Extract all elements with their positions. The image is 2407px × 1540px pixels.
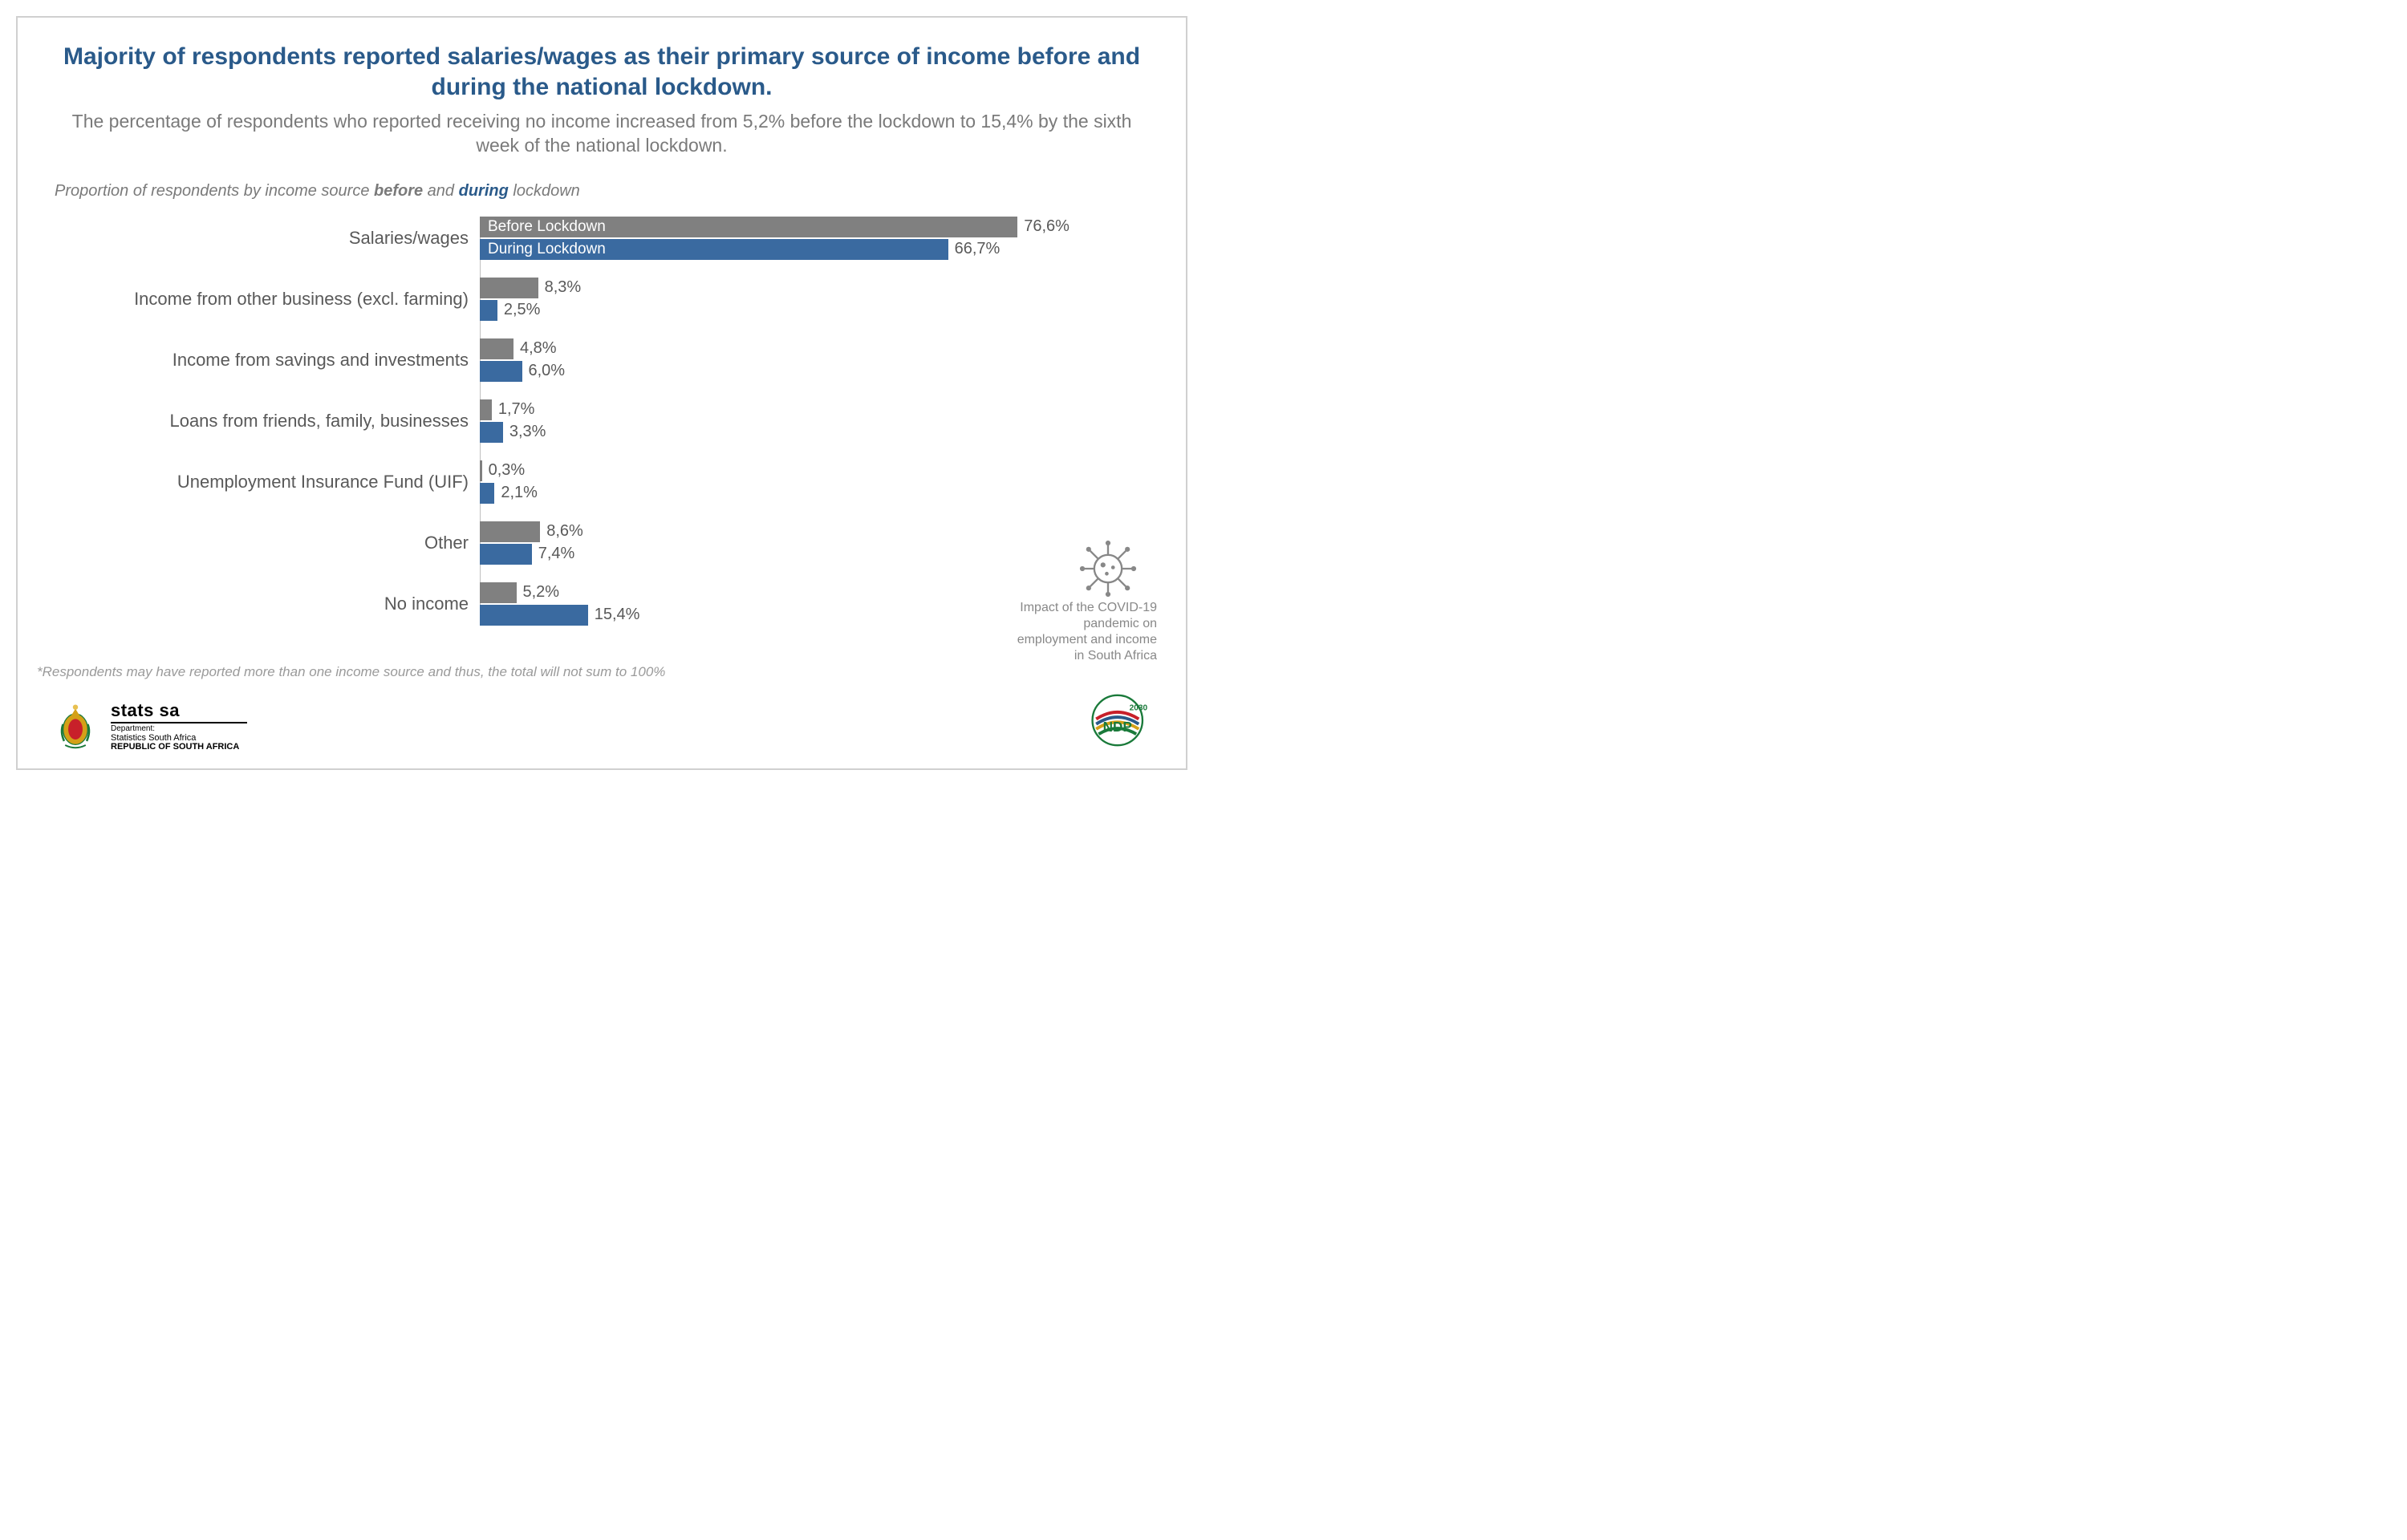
stats-sa-title: stats sa [111,701,247,719]
bar-before [480,278,538,298]
chart-row: Salaries/wagesBefore Lockdown 76,6% During… [55,217,1154,260]
svg-text:NDP: NDP [1103,719,1132,735]
bar-during [480,361,522,382]
value-during: 2,5% [497,301,541,319]
ndp-logo: NDP 2030 [1091,694,1154,751]
value-during: 3,3% [503,423,546,441]
caption-during-word: during [459,182,509,200]
chart-row: Unemployment Insurance Fund (UIF)0,3% 2,1… [55,460,1154,504]
chart-row: Income from other business (excl. farmin… [55,278,1154,321]
bars-group: 8,3% 2,5% [480,278,581,321]
bar-during [480,544,532,565]
category-label: Salaries/wages [55,228,480,249]
category-label: Loans from friends, family, businesses [55,411,480,432]
caption-suffix: lockdown [509,182,580,200]
category-label: Income from other business (excl. farmin… [55,289,480,310]
subtitle: The percentage of respondents who report… [50,110,1154,158]
bar-before: Before Lockdown [480,217,1017,237]
category-label: No income [55,594,480,614]
bar-before [480,338,513,359]
bars-group: 1,7% 3,3% [480,399,546,443]
chart-caption: Proportion of respondents by income sour… [55,180,1154,202]
category-label: Unemployment Insurance Fund (UIF) [55,472,480,492]
bar-during: During Lockdown [480,239,948,260]
stats-sa-text: stats sa Department: Statistics South Af… [111,701,247,752]
footnote: *Respondents may have reported more than… [37,664,665,680]
value-before: 1,7% [492,400,535,419]
chart-row: Other 8,6% 7,4% [55,521,1154,565]
bar-chart: Salaries/wagesBefore Lockdown 76,6% During… [55,217,1154,626]
bar-before [480,582,517,603]
bar-before [480,399,492,420]
coat-of-arms-icon [50,701,101,752]
bars-group: 4,8% 6,0% [480,338,565,382]
chart-row: No income 5,2% 15,4% [55,582,1154,626]
value-before: 8,3% [538,278,582,297]
bar-during [480,483,494,504]
category-label: Other [55,533,480,553]
category-label: Income from savings and investments [55,350,480,371]
value-before: 0,3% [482,461,526,480]
infographic-frame: Majority of respondents reported salarie… [16,16,1187,770]
value-before: 4,8% [513,339,557,358]
bars-group: Before Lockdown 76,6% During Lockdown 66,7% [480,217,1070,260]
side-note: Impact of the COVID-19 pandemic on emplo… [1013,600,1157,664]
caption-and: and [423,182,458,200]
value-during: 2,1% [494,484,538,502]
bar-during [480,605,588,626]
caption-prefix: Proportion of respondents by income sour… [55,182,374,200]
bars-group: 0,3% 2,1% [480,460,538,504]
bars-group: 8,6% 7,4% [480,521,583,565]
chart-row: Income from savings and investments 4,8% 6… [55,338,1154,382]
caption-before-word: before [374,182,423,200]
value-during: 15,4% [588,606,640,624]
series-label-before: Before Lockdown [480,218,606,236]
bars-group: 5,2% 15,4% [480,582,639,626]
bar-during [480,422,503,443]
main-title: Majority of respondents reported salarie… [50,42,1154,102]
value-before: 5,2% [517,583,560,602]
stats-sa-republic: REPUBLIC OF SOUTH AFRICA [111,743,247,752]
svg-text:2030: 2030 [1130,704,1148,713]
stats-sa-logo: stats sa Department: Statistics South Af… [50,701,247,752]
value-during: 7,4% [532,545,575,563]
bar-before [480,521,540,542]
value-during: 6,0% [522,362,566,380]
value-before: 76,6% [1017,217,1070,236]
chart-row: Loans from friends, family, businesses1,… [55,399,1154,443]
virus-icon [1077,537,1139,600]
value-during: 66,7% [948,240,1001,258]
value-before: 8,6% [540,522,583,541]
series-label-during: During Lockdown [480,241,606,258]
bar-during [480,300,497,321]
